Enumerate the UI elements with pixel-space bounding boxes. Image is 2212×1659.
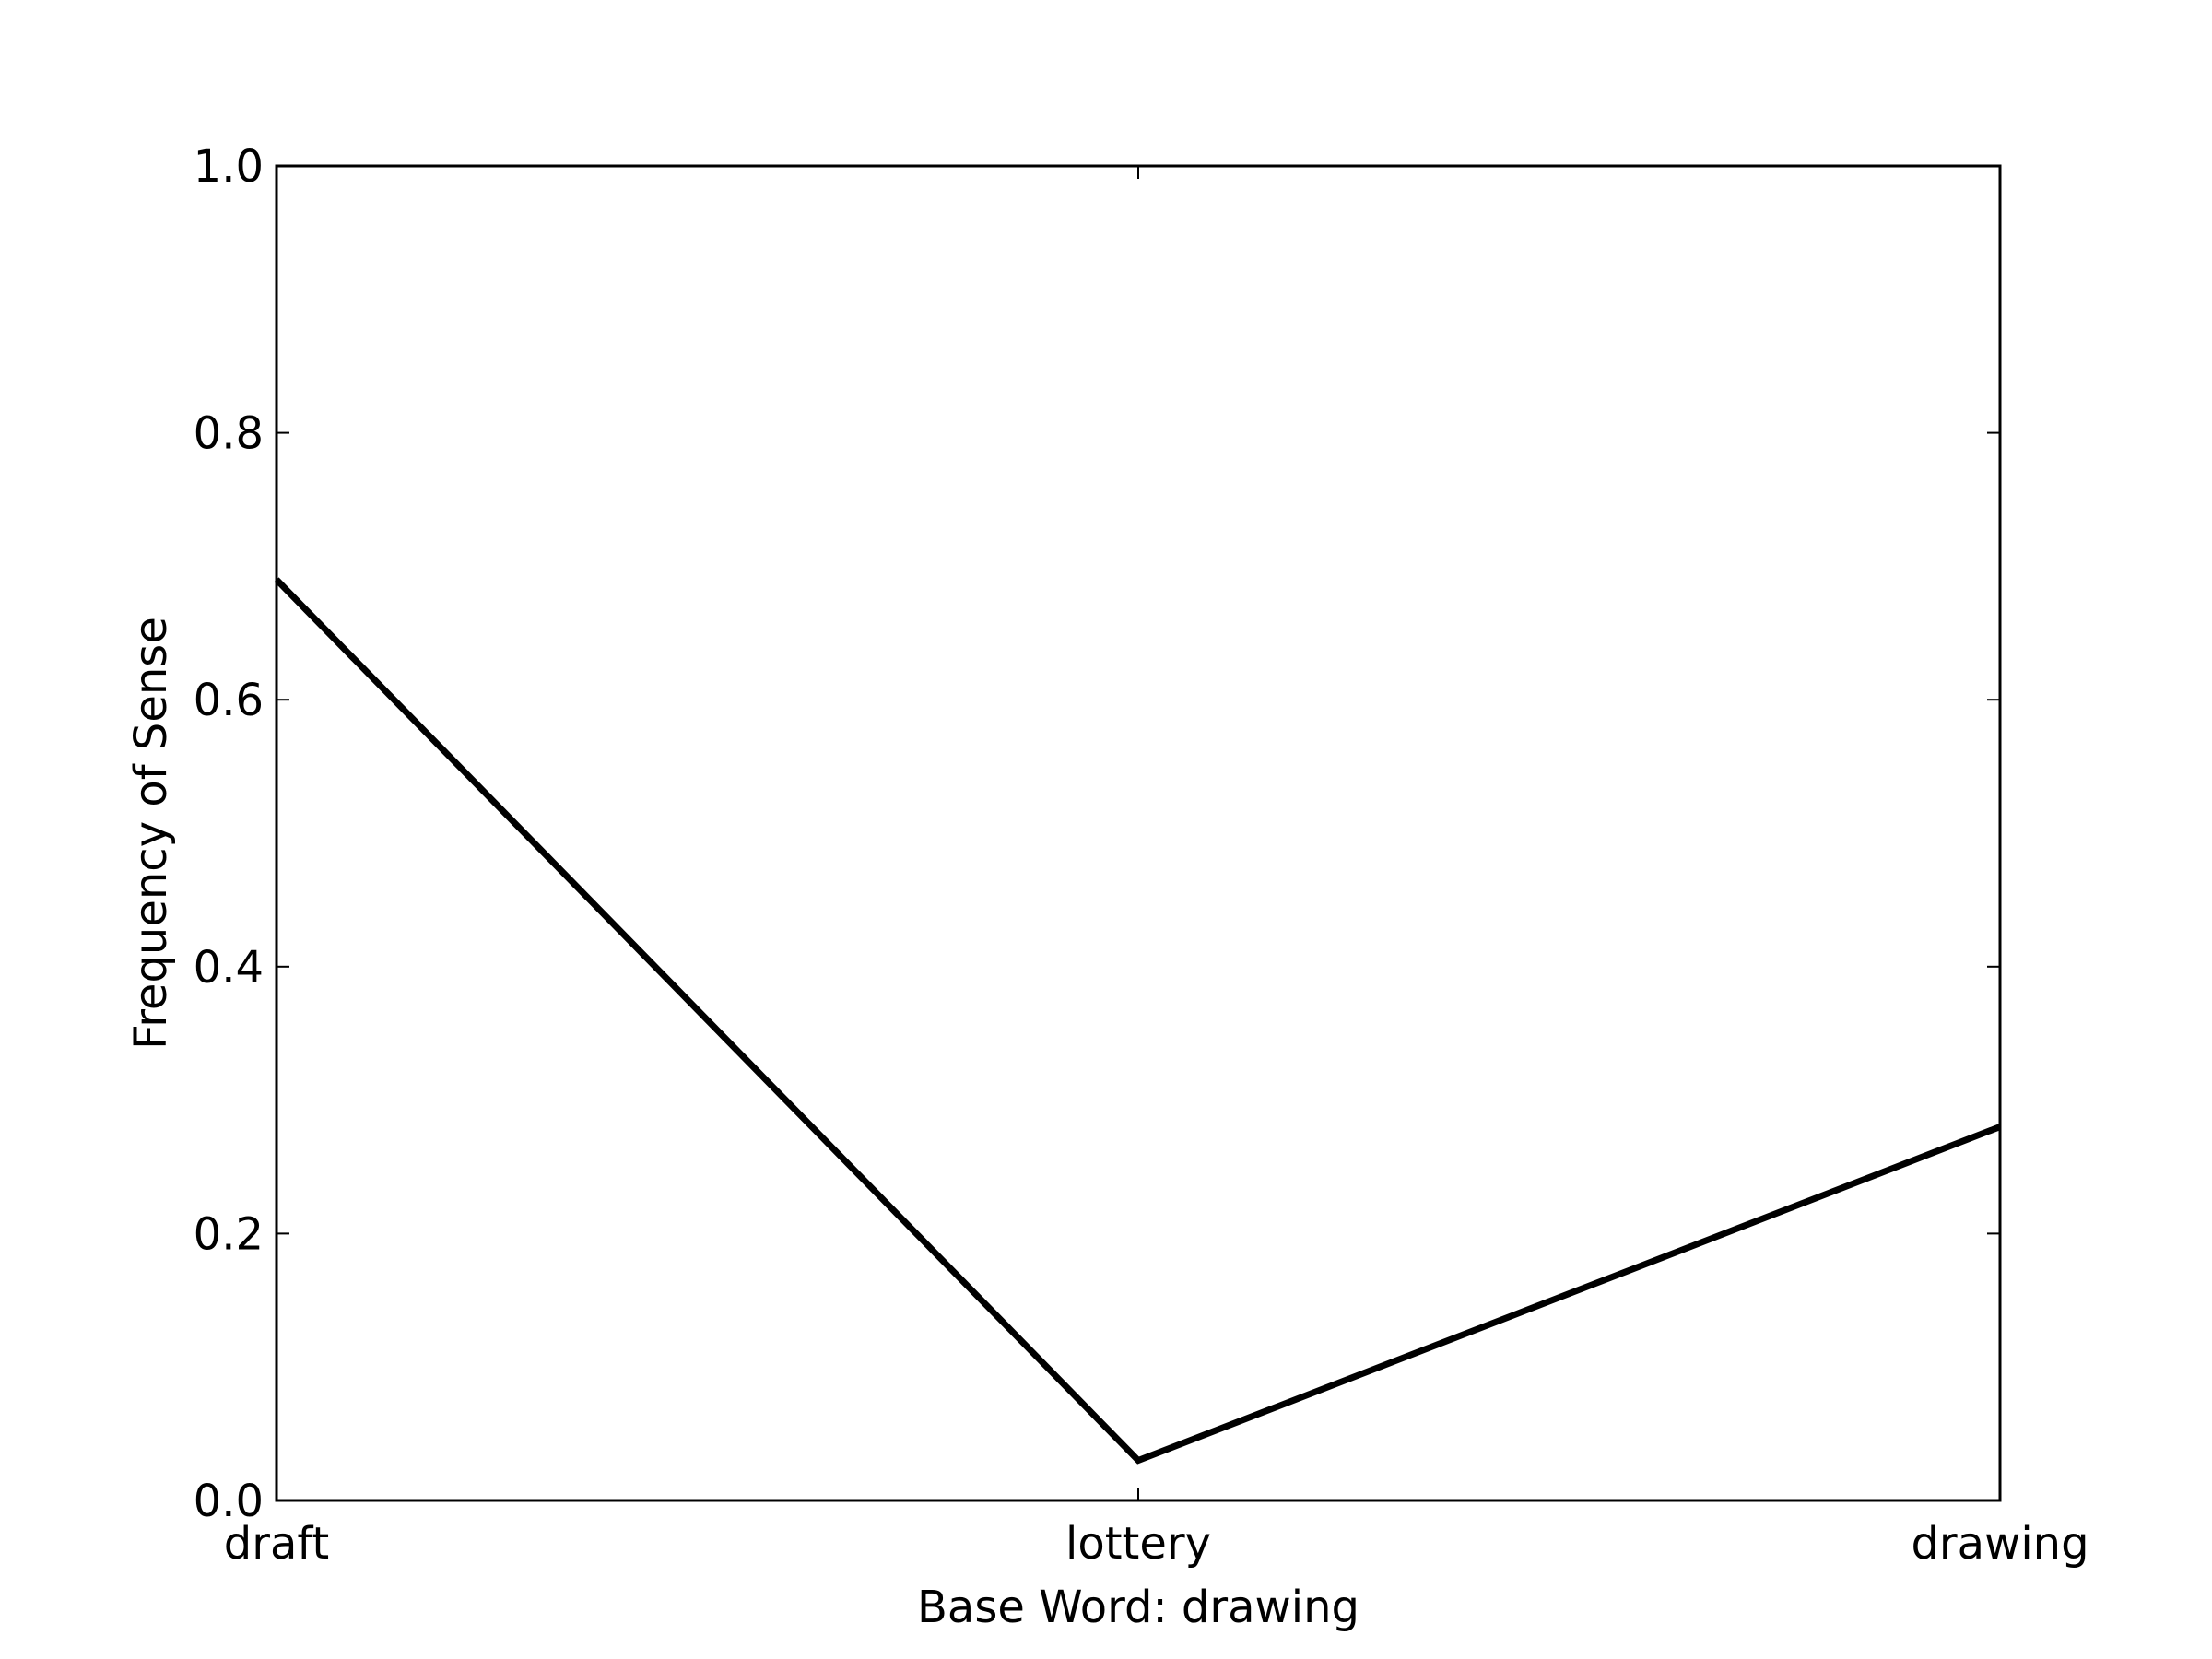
ticks-layer: 0.0 0.2 0.4 0.6 0.8 1.0 draft lottery drawing [194,141,2089,1570]
y-tick-label: 0.2 [194,1208,264,1260]
y-tick-label: 0.6 [194,675,264,726]
y-axis-label: Frequency of Sense [125,617,177,1050]
y-tick-label: 0.0 [194,1476,264,1527]
y-tick-label: 0.8 [194,408,264,460]
labels-layer: Base Word: drawing Frequency of Sense [125,617,1359,1633]
series-layer [274,577,2002,1465]
x-tick-label: lottery [1065,1518,1211,1570]
plot-layer [275,164,2002,1502]
series-line [274,577,2002,1465]
x-axis-label: Base Word: drawing [917,1582,1359,1633]
x-tick-label: drawing [1911,1518,2088,1570]
x-tick-label: draft [224,1518,330,1570]
plot-frame [275,164,2002,1502]
y-tick-label: 1.0 [194,141,264,193]
y-tick-label: 0.4 [194,942,264,994]
